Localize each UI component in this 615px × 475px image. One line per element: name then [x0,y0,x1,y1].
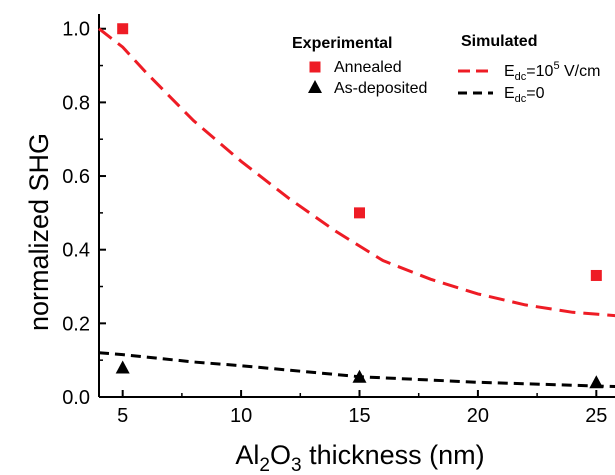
legend-heading-simulated: Simulated [461,33,537,50]
legend-marker-annealed [309,61,321,73]
y-tick-label: 1.0 [62,19,90,41]
annealed-point [354,207,365,219]
y-axis-title: normalized SHG [24,133,54,331]
axes: 0.0 0.2 0.4 0.6 0.8 1.0 5 10 15 20 25 [62,14,615,427]
legend-label-edc-105: Edc=105 V/cm [504,60,600,83]
x-tick-label: 10 [230,405,252,427]
annealed-point [590,269,602,281]
x-tick-label: 15 [348,405,370,427]
y-tick-label: 0.8 [62,92,90,114]
simulated-edc-105-line [98,27,615,318]
legend-heading-experimental: Experimental [292,35,392,52]
legend-label-annealed: Annealed [334,59,402,76]
x-tick-label: 5 [117,405,128,427]
x-tick-label: 25 [585,405,607,427]
y-tick-label: 0.4 [62,240,90,262]
y-tick-label: 0.6 [62,166,90,188]
legend-label-edc-0: Edc=0 [504,85,545,105]
y-tick-label: 0.2 [62,313,90,335]
x-tick-label: 20 [467,405,489,427]
annealed-point [117,23,129,35]
legend: Experimental Simulated Annealed As-deposite… [292,33,600,105]
legend-label-as-deposited: As-deposited [334,80,427,97]
as-deposited-point [115,360,130,374]
y-tick-label: 0.0 [62,387,90,409]
x-axis-title: Al2O3 thickness (nm) [235,440,484,475]
plot-area [98,23,615,389]
legend-marker-as-deposited [308,80,322,93]
simulated-edc-0-line [98,351,615,389]
